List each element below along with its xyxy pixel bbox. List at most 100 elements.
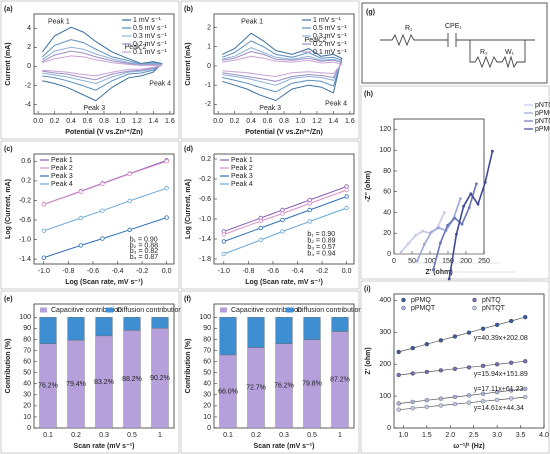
point	[509, 388, 514, 393]
marker	[100, 208, 105, 213]
y-tick-label: -1.8	[199, 256, 211, 263]
marker	[221, 239, 227, 244]
y-tick-label: 0	[387, 425, 391, 432]
annotation: y=14.61x+44.34	[474, 405, 524, 412]
y-tick-label: 100	[379, 393, 391, 400]
marker	[258, 225, 263, 231]
panel-label: (i)	[364, 286, 371, 293]
x-tick-label: 0.1	[43, 432, 53, 439]
y-tick-label: 1	[207, 44, 211, 51]
y-tick-label: 80	[383, 168, 391, 175]
panel-label: (g)	[366, 9, 375, 16]
point	[438, 368, 444, 373]
annotation: b₄ = 0.87	[130, 254, 158, 261]
y-tick-label: -0.2	[19, 197, 31, 204]
legend-label: Peak 3	[231, 173, 253, 180]
x-tick-label: 0.3	[279, 432, 289, 439]
marker	[280, 229, 285, 234]
annotation: Peak 3	[83, 105, 105, 112]
x-tick-label: 50	[408, 258, 416, 265]
marker	[280, 211, 285, 216]
point	[396, 407, 401, 412]
y-tick-label: -1.4	[19, 256, 31, 263]
y-tick-label: -4	[25, 101, 31, 108]
marker	[280, 217, 285, 223]
series-line	[222, 55, 343, 78]
y-axis-title: Log (Current, mA)	[5, 179, 12, 239]
y-tick-label: 100	[379, 147, 391, 154]
x-tick-label: 0.1	[223, 432, 233, 439]
panel-frame	[361, 2, 548, 84]
x-tick-label: 0.5	[307, 432, 317, 439]
marker	[307, 219, 312, 224]
panel-label: (h)	[364, 91, 373, 98]
y-tick-label: 90	[23, 325, 31, 332]
y-tick-label: 50	[203, 369, 211, 376]
cpe1	[440, 33, 470, 47]
data-label: 79.4%	[66, 381, 86, 388]
legend-label: pPMQT	[411, 305, 436, 312]
panel-label: (f)	[184, 296, 191, 303]
legend-swatch	[401, 297, 406, 303]
legend-label: pPMQ	[535, 126, 550, 133]
x-tick-label: 0.8	[99, 118, 109, 125]
x-tick-label: -0.8	[62, 268, 74, 275]
legend-label: 0.1 mV s⁻¹	[133, 49, 167, 56]
marker	[399, 250, 403, 254]
legend-label: 0.5 mV s⁻¹	[313, 25, 347, 32]
x-tick-label: 0.0	[342, 268, 352, 275]
marker	[415, 259, 419, 263]
plot-frame	[33, 153, 175, 265]
circuit-panel: (g) R₁ CPE₁ R₂ W₁	[361, 2, 548, 84]
x-tick-label: -0.6	[267, 268, 279, 275]
annotation: b₁ = 0.90	[307, 231, 335, 238]
point	[480, 363, 486, 368]
bar-segment	[151, 317, 169, 329]
point	[424, 398, 429, 403]
marker	[344, 187, 349, 193]
marker	[307, 197, 312, 203]
y-tick-label: -1.0	[19, 236, 31, 243]
marker	[307, 207, 312, 213]
x-tick-label: 4.0	[539, 432, 549, 439]
legend-swatch	[220, 307, 227, 313]
marker	[439, 241, 442, 245]
annotation: b₃ = 0.82	[130, 248, 158, 255]
chart-panel: (i) 0 100 200 300 400 1.0 1.5 2.0 2.5 3.0 3.5 4.0 ω⁻¹…	[360, 280, 550, 454]
plot-frame	[393, 293, 545, 429]
y-axis-title: Contribution (%)	[185, 339, 192, 394]
point	[480, 399, 486, 404]
point	[466, 393, 472, 398]
element-label: R₂	[480, 49, 488, 56]
marker	[423, 242, 426, 246]
x-tick-label: 1.6	[165, 118, 175, 125]
marker	[460, 222, 464, 226]
annotation: Peak 1	[48, 18, 70, 25]
marker	[100, 181, 105, 187]
y-axis-title: -Z'' (ohm)	[365, 171, 372, 202]
annotation: b₁ = 0.90	[130, 236, 158, 243]
y-tick-label: 10	[23, 414, 31, 421]
legend-label: 0.3 mV s⁻¹	[313, 33, 347, 40]
bar-segment	[331, 317, 349, 332]
x-tick-label: 0.3	[99, 432, 109, 439]
x-tick-label: 250	[478, 258, 490, 265]
y-tick-label: 30	[203, 392, 211, 399]
legend-label: 1 mV s⁻¹	[313, 17, 341, 24]
y-tick-label: 90	[203, 325, 211, 332]
legend-label: Peak 4	[51, 181, 73, 188]
marker	[78, 215, 83, 221]
marker	[41, 228, 47, 233]
x-tick-label: 0.0	[162, 268, 172, 275]
marker	[78, 243, 83, 248]
y-tick-label: 40	[383, 209, 391, 216]
x-tick-label: -1.0	[38, 268, 50, 275]
x-axis-title: Potential (V vs.Zn²⁺/Zn)	[65, 129, 143, 136]
data-label: 66.0%	[218, 388, 238, 395]
point	[424, 404, 429, 409]
point	[410, 345, 415, 351]
x-axis-title: Potential (V vs.Zn²⁺/Zn)	[245, 129, 323, 136]
marker	[221, 232, 227, 237]
data-label: 72.7%	[246, 385, 266, 392]
x-tick-label: 0.6	[263, 118, 273, 125]
